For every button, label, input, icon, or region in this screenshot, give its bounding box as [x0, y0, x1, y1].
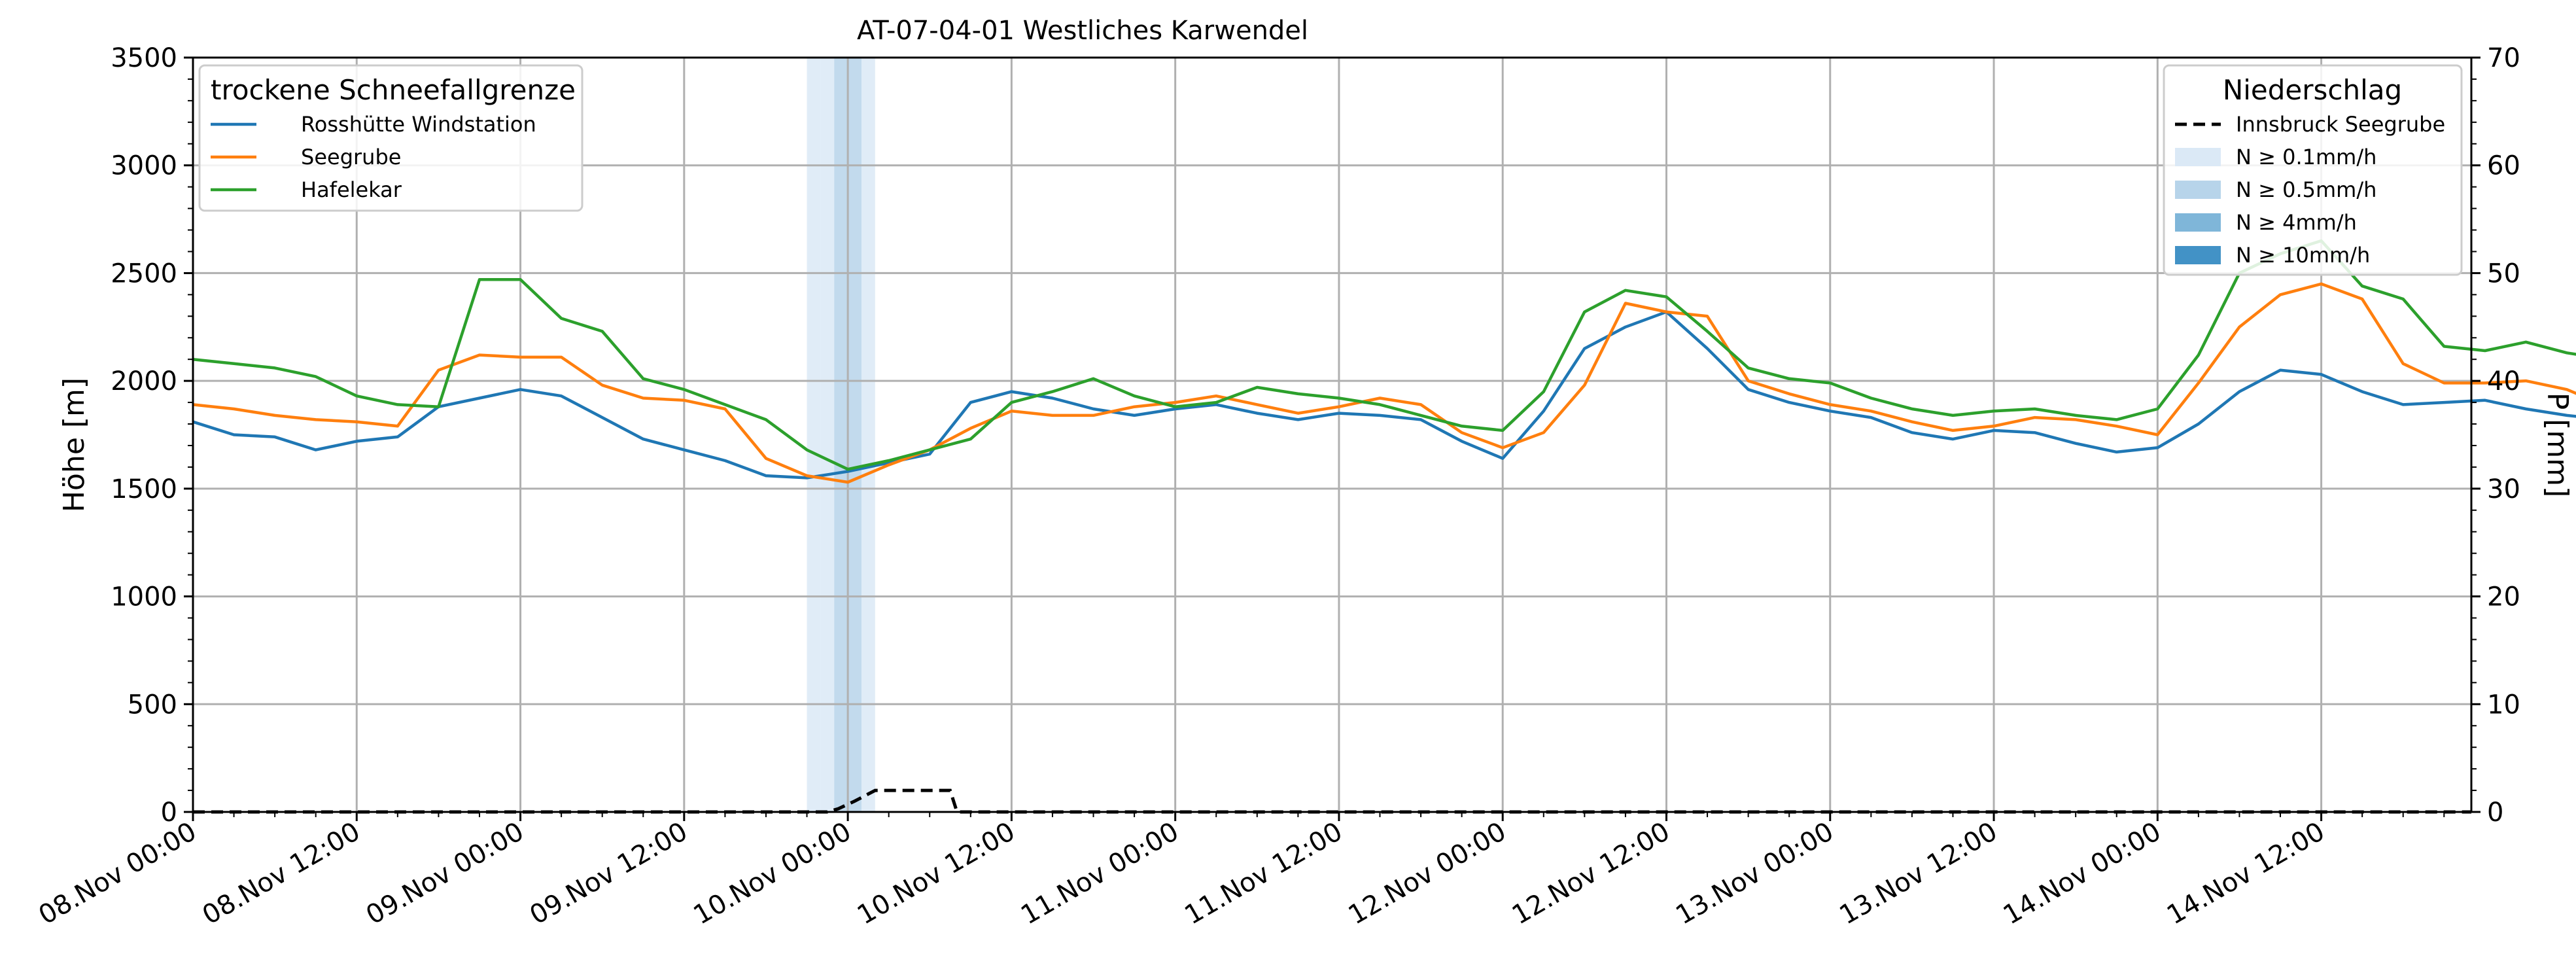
precipitation-band: [834, 58, 848, 812]
legend-entry-label: N ≥ 0.1mm/h: [2236, 145, 2376, 169]
y-tick-label-right: 0: [2487, 798, 2503, 828]
legend-entry-label: Rosshütte Windstation: [301, 112, 536, 137]
y-tick-label-left: 3000: [111, 151, 177, 181]
x-tick-label: 11.Nov 00:00: [1016, 817, 1184, 931]
y-tick-label-left: 500: [128, 690, 177, 720]
y-axis-label-left: Höhe [m]: [58, 378, 91, 512]
legend-swatch: [2175, 213, 2221, 232]
y-tick-label-left: 2500: [111, 258, 177, 289]
x-tick-label: 09.Nov 00:00: [361, 817, 529, 931]
precipitation-band: [820, 58, 835, 812]
legend-precipitation-title: Niederschlag: [2223, 74, 2402, 106]
x-tick-label: 13.Nov 00:00: [1671, 817, 1839, 931]
legend-snowline-title: trockene Schneefallgrenze: [211, 74, 576, 106]
x-tick-label: 11.Nov 12:00: [1179, 817, 1348, 931]
x-tick-label: 08.Nov 00:00: [33, 817, 201, 931]
y-tick-label-left: 2000: [111, 366, 177, 396]
x-tick-label: 08.Nov 12:00: [198, 817, 366, 931]
chart-title: AT-07-04-01 Westliches Karwendel: [857, 16, 1308, 46]
y-tick-label-right: 50: [2487, 258, 2520, 289]
x-tick-label: 12.Nov 00:00: [1344, 817, 1512, 931]
y-tick-label-right: 10: [2487, 690, 2520, 720]
precipitation-bands: [807, 58, 875, 812]
x-tick-label: 09.Nov 12:00: [525, 817, 693, 931]
precip-line: [193, 788, 2471, 814]
legend-entry-label: N ≥ 10mm/h: [2236, 243, 2370, 268]
precipitation-band: [807, 58, 821, 812]
y-tick-label-right: 20: [2487, 582, 2520, 612]
series-line: [192, 239, 2576, 471]
y-tick-label-left: 1500: [111, 474, 177, 504]
y-axis-label-right: P [mm]: [2541, 393, 2574, 498]
legend-swatch: [2175, 181, 2221, 199]
series-line: [192, 310, 2576, 480]
legend-entry-label: Hafelekar: [301, 177, 402, 202]
legend-swatch: [2175, 246, 2221, 264]
legend-entry-label: Innsbruck Seegrube: [2236, 112, 2445, 137]
precipitation-band: [861, 58, 875, 812]
x-tick-label: 14.Nov 12:00: [2162, 817, 2330, 931]
y-tick-label-right: 40: [2487, 366, 2520, 396]
plot-frame: [192, 56, 2473, 813]
y-tick-label-right: 70: [2487, 43, 2520, 73]
x-tick-label: 13.Nov 12:00: [1834, 817, 2002, 931]
legend-precipitation: Niederschlag Innsbruck Seegrube N ≥ 0.1mm…: [2163, 64, 2463, 276]
legend-entry-label: Seegrube: [301, 145, 401, 169]
x-tick-label: 12.Nov 12:00: [1507, 817, 1675, 931]
legend-snowline: trockene Schneefallgrenze Rosshütte Wind…: [198, 64, 583, 212]
x-tick-label: 10.Nov 12:00: [852, 817, 1020, 931]
y-tick-label-right: 30: [2487, 474, 2520, 504]
precipitation-band: [848, 58, 862, 812]
y-tick-label-right: 60: [2487, 151, 2520, 181]
legend-swatch: [2175, 148, 2221, 166]
y-tick-label-left: 1000: [111, 582, 177, 612]
y-tick-label-left: 0: [161, 798, 177, 828]
series-line: [192, 282, 2576, 484]
x-tick-label: 14.Nov 00:00: [1998, 817, 2167, 931]
legend-entry-label: N ≥ 4mm/h: [2236, 210, 2357, 235]
legend-entry-label: N ≥ 0.5mm/h: [2236, 177, 2376, 202]
y-tick-label-left: 3500: [111, 43, 177, 73]
x-tick-label: 10.Nov 00:00: [689, 817, 857, 931]
